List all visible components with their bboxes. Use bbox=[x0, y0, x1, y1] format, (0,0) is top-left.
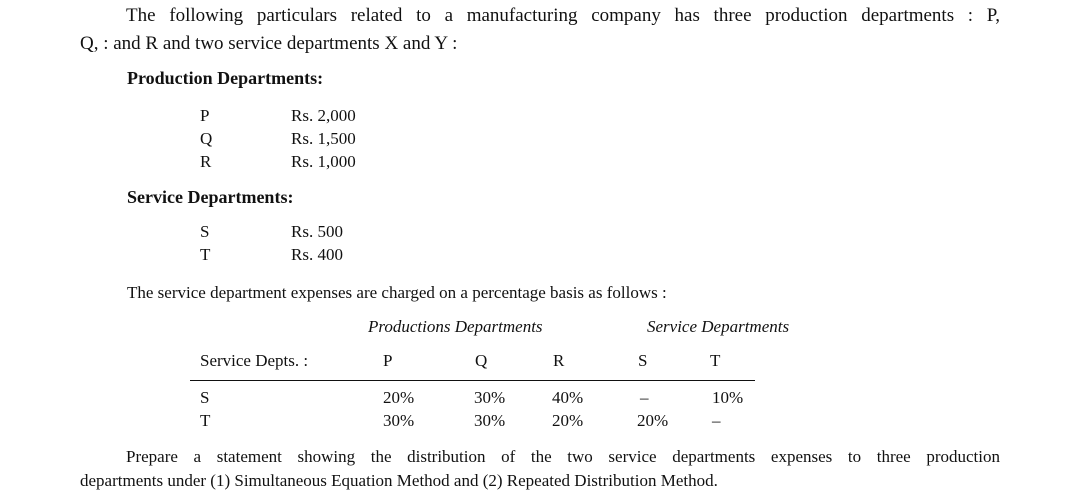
table-row-t-q: 30% bbox=[474, 411, 506, 430]
table-col-q: Q bbox=[475, 351, 488, 370]
table-row-t-label: T bbox=[200, 411, 211, 430]
table-row-s-s: – bbox=[640, 388, 649, 407]
service-heading: Service Departments: bbox=[127, 187, 294, 207]
table-row-t-r: 20% bbox=[552, 411, 584, 430]
table-col-t: T bbox=[710, 351, 721, 370]
table-row-s-t: 10% bbox=[712, 388, 744, 407]
table-header-rule bbox=[190, 380, 755, 381]
task-line-2: departments under (1) Simultaneous Equat… bbox=[80, 471, 718, 490]
intro-line-2: Q, : and R and two service departments X… bbox=[80, 33, 458, 54]
table-row-t-t: – bbox=[712, 411, 721, 430]
table-row-t-s: 20% bbox=[637, 411, 669, 430]
service-amount-t: Rs. 400 bbox=[291, 245, 343, 264]
table-row-s-r: 40% bbox=[552, 388, 584, 407]
intro-line-1: The following particulars related to a m… bbox=[126, 5, 1000, 26]
charge-intro: The service department expenses are char… bbox=[127, 283, 667, 302]
production-amount-q: Rs. 1,500 bbox=[291, 129, 356, 148]
production-heading: Production Departments: bbox=[127, 68, 324, 88]
production-dept-q: Q bbox=[200, 129, 213, 148]
service-dept-t: T bbox=[200, 245, 211, 264]
production-amount-r: Rs. 1,000 bbox=[291, 152, 356, 171]
production-amount-p: Rs. 2,000 bbox=[291, 106, 356, 125]
production-dept-p: P bbox=[200, 106, 210, 125]
table-group-service: Service Departments bbox=[647, 317, 790, 336]
service-dept-s: S bbox=[200, 222, 210, 241]
production-dept-r: R bbox=[200, 152, 212, 171]
table-row-t-p: 30% bbox=[383, 411, 415, 430]
table-row-header: Service Depts. : bbox=[200, 351, 309, 370]
service-amount-s: Rs. 500 bbox=[291, 222, 343, 241]
table-col-r: R bbox=[553, 351, 565, 370]
table-row-s-q: 30% bbox=[474, 388, 506, 407]
table-col-s: S bbox=[638, 351, 648, 370]
table-row-s-p: 20% bbox=[383, 388, 415, 407]
table-group-production: Productions Departments bbox=[368, 317, 543, 336]
table-col-p: P bbox=[383, 351, 393, 370]
table-row-s-label: S bbox=[200, 388, 210, 407]
task-line-1: Prepare a statement showing the distribu… bbox=[126, 447, 1000, 466]
